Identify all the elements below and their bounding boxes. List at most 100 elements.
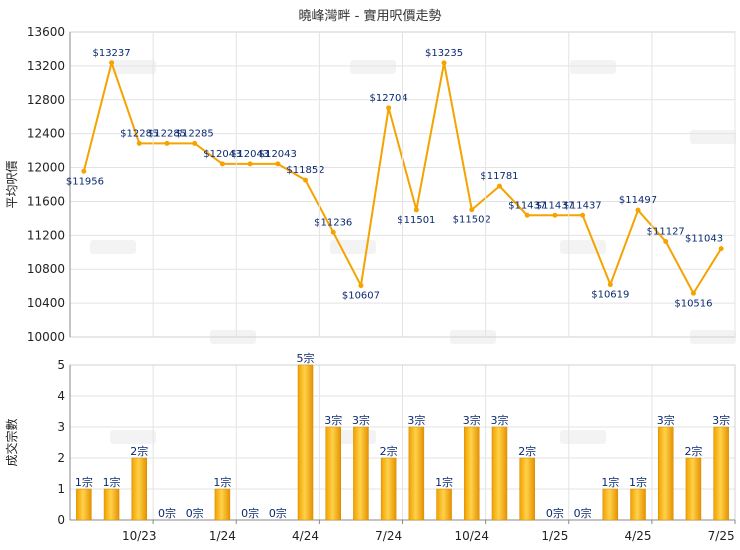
price-point (441, 60, 447, 66)
price-value-label: $12285 (176, 128, 214, 139)
count-value-label: 0宗 (546, 506, 564, 520)
price-point (663, 239, 669, 245)
x-tick-label: 7/24 (375, 529, 402, 543)
x-tick-label: 1/25 (541, 529, 568, 543)
price-point (330, 229, 336, 235)
price-value-label: $13237 (92, 48, 130, 59)
price-tick-label: 11600 (27, 194, 65, 208)
price-value-label: $10607 (342, 291, 380, 302)
count-bar (685, 457, 702, 521)
price-tick-label: 12400 (27, 127, 65, 141)
watermark-mark (690, 130, 736, 144)
count-bar (325, 426, 341, 521)
price-tick-label: 13200 (27, 59, 65, 73)
watermark-mark (110, 430, 156, 444)
count-value-label: 1宗 (435, 475, 453, 489)
price-point (580, 212, 586, 218)
count-bar (436, 488, 452, 521)
count-tick-label: 3 (57, 420, 65, 434)
price-point (275, 161, 281, 167)
count-value-label: 3宗 (352, 413, 370, 427)
price-point (635, 207, 641, 213)
price-line-panel: 10000 10400 10800 11200 11600 12000 12400 12800… (27, 25, 736, 344)
price-point (690, 290, 696, 296)
count-bar (408, 426, 425, 521)
price-tick-label: 10000 (27, 330, 65, 344)
count-value-label: 2宗 (130, 444, 148, 458)
count-value-label: 3宗 (657, 413, 675, 427)
count-bar (464, 426, 480, 521)
price-value-label: $11437 (508, 200, 546, 211)
price-value-label: $11236 (314, 217, 352, 228)
price-value-label: $12043 (203, 149, 241, 160)
count-bar (519, 457, 535, 521)
x-tick-label: 10/23 (122, 529, 157, 543)
price-value-label: $12285 (148, 128, 186, 139)
x-tick-label: 10/24 (454, 529, 489, 543)
price-point (718, 246, 724, 252)
price-point (469, 207, 475, 213)
price-tick-label: 13600 (27, 25, 65, 39)
watermark-group (90, 60, 736, 444)
watermark-mark (560, 430, 606, 444)
count-bar (214, 488, 231, 521)
x-tick-label: 1/24 (209, 529, 236, 543)
count-value-label: 0宗 (158, 506, 176, 520)
count-bar (103, 488, 120, 521)
price-point (247, 161, 253, 167)
count-tick-label: 4 (57, 389, 65, 403)
watermark-mark (570, 60, 616, 74)
count-value-label: 3宗 (712, 413, 730, 427)
price-point (81, 168, 87, 174)
transaction-bar-panel: 0 1 2 3 4 5 1宗 1宗 2宗 0宗 0宗 1宗 0宗 0宗 5宗 3宗 3宗 2宗 3宗 1宗 3宗 3宗 2宗… (57, 351, 736, 543)
watermark-mark (350, 60, 396, 74)
count-value-label: 3宗 (463, 413, 481, 427)
price-value-label: $13235 (425, 48, 463, 59)
price-value-label: $12043 (259, 149, 297, 160)
x-tick-label: 4/25 (625, 529, 652, 543)
count-tick-label: 2 (57, 451, 65, 465)
count-tick-label: 0 (57, 513, 65, 527)
x-tick-label: 7/25 (708, 529, 735, 543)
price-value-label: $12285 (120, 128, 158, 139)
count-bar (297, 364, 314, 521)
price-tick-label: 11200 (27, 228, 65, 242)
count-bar (380, 457, 397, 521)
count-value-label: 0宗 (574, 506, 592, 520)
count-axis-label: 成交宗數 (4, 418, 19, 466)
price-value-label: $11437 (536, 200, 574, 211)
price-tick-label: 10800 (27, 262, 65, 276)
watermark-mark (330, 240, 376, 254)
count-value-label: 2宗 (380, 444, 398, 458)
count-value-label: 0宗 (269, 506, 287, 520)
price-value-label: $11497 (619, 195, 657, 206)
count-value-label: 1宗 (213, 475, 231, 489)
count-tick-label: 5 (57, 358, 65, 372)
count-bar (602, 488, 619, 521)
price-value-label: $11127 (647, 227, 685, 238)
count-value-label: 0宗 (241, 506, 259, 520)
price-point (358, 283, 364, 289)
price-point (496, 183, 502, 189)
x-tick-label: 4/24 (292, 529, 319, 543)
price-point (524, 212, 530, 218)
price-value-label: $11852 (286, 165, 324, 176)
price-point (164, 140, 170, 146)
price-point (303, 177, 309, 183)
price-value-label: $11437 (564, 200, 602, 211)
price-point (192, 140, 198, 146)
count-value-label: 5宗 (297, 351, 315, 365)
price-value-label: $10516 (674, 298, 712, 309)
count-bar (713, 426, 729, 521)
count-value-label: 1宗 (601, 475, 619, 489)
count-value-label: 3宗 (407, 413, 425, 427)
price-value-label: $11043 (685, 234, 723, 245)
count-bar (353, 426, 369, 521)
price-axis-label: 平均呎價 (5, 160, 19, 208)
price-point (386, 105, 392, 111)
count-bar (131, 457, 148, 521)
count-value-label: 0宗 (186, 506, 204, 520)
price-point (413, 207, 419, 213)
